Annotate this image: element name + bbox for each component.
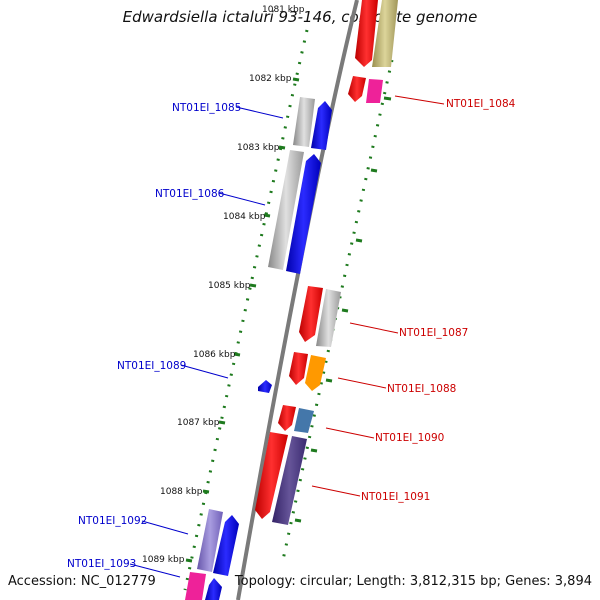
gene-1091-red[interactable] bbox=[255, 432, 288, 519]
gene-1084-red[interactable] bbox=[348, 76, 366, 102]
leader-line-1090 bbox=[325, 427, 375, 439]
ruler-ticks bbox=[185, 77, 392, 563]
gene-1086-blue[interactable] bbox=[286, 154, 321, 274]
leader-line-1092 bbox=[141, 520, 189, 535]
leader-line-1087 bbox=[349, 322, 399, 334]
genome-summary-text: Topology: circular; Length: 3,812,315 bp… bbox=[234, 574, 592, 589]
leader-line-1085 bbox=[235, 106, 284, 119]
gene-label-1092[interactable]: NT01EI_1092 bbox=[78, 515, 147, 527]
gene-1090-red[interactable] bbox=[278, 405, 296, 431]
ruler-dots-outer bbox=[281, 59, 394, 561]
gene-1087-grey[interactable] bbox=[316, 289, 341, 347]
gene-1085-blue[interactable] bbox=[311, 101, 332, 150]
gene-1089-blue[interactable] bbox=[258, 380, 272, 393]
ruler-label: 1082 kbp bbox=[249, 74, 292, 84]
gene-label-1089[interactable]: NT01EI_1089 bbox=[117, 360, 186, 372]
ruler-label: 1083 kbp bbox=[237, 143, 280, 153]
ruler-label: 1088 kbp bbox=[160, 487, 203, 497]
leader-line-1089 bbox=[180, 364, 229, 379]
gene-1090-steel[interactable] bbox=[294, 408, 314, 433]
leader-line-1086 bbox=[218, 192, 266, 206]
gene-1088-orange[interactable] bbox=[305, 355, 326, 391]
gene-1087-red[interactable] bbox=[299, 286, 323, 342]
gene-1088-red[interactable] bbox=[289, 352, 308, 385]
gene-label-1087[interactable]: NT01EI_1087 bbox=[399, 327, 468, 339]
leader-line-1091 bbox=[311, 485, 361, 497]
leader-line-1084 bbox=[394, 95, 445, 105]
gene-1093-blue[interactable] bbox=[205, 578, 222, 600]
gene-label-1088[interactable]: NT01EI_1088 bbox=[387, 383, 456, 395]
gene-label-1085[interactable]: NT01EI_1085 bbox=[172, 102, 241, 114]
ruler-dots-inner bbox=[183, 29, 309, 591]
accession-text: Accession: NC_012779 bbox=[8, 574, 156, 589]
gene-1085-grey[interactable] bbox=[293, 97, 315, 147]
gene-label-1090[interactable]: NT01EI_1090 bbox=[375, 432, 444, 444]
ruler-label: 1087 kbp bbox=[177, 418, 220, 428]
gene-label-1093[interactable]: NT01EI_1093 bbox=[67, 558, 136, 570]
ruler-label: 1081 kbp bbox=[262, 5, 305, 15]
ruler-label: 1084 kbp bbox=[223, 212, 266, 222]
gene-label-1091[interactable]: NT01EI_1091 bbox=[361, 491, 430, 503]
gene-label-1084[interactable]: NT01EI_1084 bbox=[446, 98, 516, 110]
leader-line-1093 bbox=[129, 563, 181, 578]
gene-1086-grey[interactable] bbox=[268, 150, 304, 270]
gene-1091-slate[interactable] bbox=[272, 436, 307, 525]
ruler-label: 1085 kbp bbox=[208, 281, 251, 291]
gene-top-red[interactable] bbox=[355, 0, 378, 67]
gene-top-khaki[interactable] bbox=[372, 0, 398, 67]
leader-line-1088 bbox=[337, 377, 387, 389]
gene-1093-magenta[interactable] bbox=[185, 572, 206, 600]
ruler-label: 1086 kbp bbox=[193, 350, 236, 360]
ruler-label: 1089 kbp bbox=[142, 555, 185, 565]
gene-label-1086[interactable]: NT01EI_1086 bbox=[155, 188, 225, 200]
gene-1092-lavender[interactable] bbox=[197, 509, 223, 572]
gene-1084-magenta[interactable] bbox=[366, 79, 383, 103]
gene-1092-blue[interactable] bbox=[213, 515, 239, 576]
